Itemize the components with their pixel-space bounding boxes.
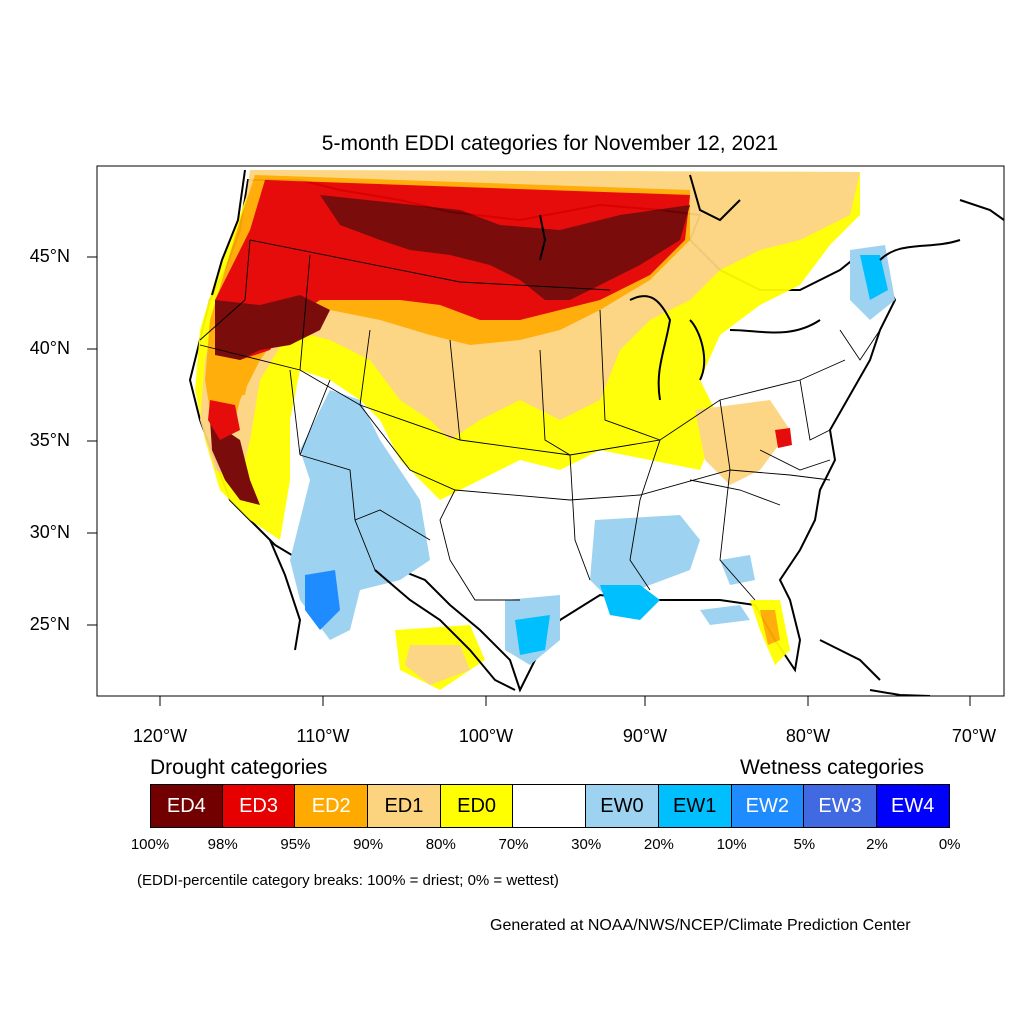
legend-break-label: 90%: [353, 836, 384, 853]
legend-swatch: EW4: [876, 784, 950, 828]
legend-swatch: [513, 784, 587, 828]
legend-swatch: ED0: [440, 784, 514, 828]
legend-color-bar: ED4 ED3 ED2 ED1 ED0 EW0 EW1 EW2 EW3 EW4: [150, 784, 950, 830]
legend-swatch: EW0: [586, 784, 659, 828]
legend-swatch: EW1: [658, 784, 732, 828]
legend-break-label: 95%: [280, 836, 311, 853]
legend-break-label: 100%: [130, 836, 170, 853]
drought-categories-heading: Drought categories: [150, 756, 328, 779]
lon-label-100: 100°W: [458, 726, 514, 746]
breaks-note: (EDDI-percentile category breaks: 100% =…: [137, 872, 559, 889]
legend-swatch: ED2: [295, 784, 369, 828]
lon-ticks: [159, 696, 971, 706]
legend-swatch: EW2: [731, 784, 805, 828]
coastlines: [211, 169, 1004, 696]
map-frame: [96, 165, 1005, 697]
lon-label-120: 120°W: [132, 726, 188, 746]
lat-label-30: 30°N: [29, 522, 70, 542]
credit-line: Generated at NOAA/NWS/NCEP/Climate Predi…: [490, 917, 911, 934]
legend-break-label: 0%: [938, 836, 961, 853]
map-title: 5-month EDDI categories for November 12,…: [321, 132, 779, 155]
lat-label-45: 45°N: [29, 246, 70, 266]
lon-label-110: 110°W: [296, 726, 350, 746]
legend-break-label: 2%: [866, 836, 888, 853]
drought-overlay: [195, 170, 860, 690]
legend-break-label: 10%: [716, 836, 747, 853]
lon-label-70: 70°W: [951, 726, 997, 746]
lat-ticks: [87, 256, 97, 626]
lat-label-35: 35°N: [29, 430, 70, 450]
lon-label-90: 90°W: [622, 726, 668, 746]
legend-swatch: ED3: [222, 784, 296, 828]
legend-break-label: 98%: [207, 836, 238, 853]
legend-break-label: 5%: [793, 836, 816, 853]
legend-break-label: 70%: [498, 836, 529, 853]
legend-break-label: 30%: [571, 836, 602, 853]
legend-swatch: EW3: [804, 784, 877, 828]
legend-swatch: ED4: [150, 784, 223, 828]
legend-break-label: 80%: [425, 836, 456, 853]
wetness-categories-heading: Wetness categories: [740, 756, 925, 779]
legend-break-label: 20%: [643, 836, 674, 853]
wetness-overlay: [290, 245, 895, 665]
lat-label-40: 40°N: [29, 338, 70, 358]
lat-label-25: 25°N: [29, 614, 70, 634]
lon-label-80: 80°W: [785, 726, 831, 746]
state-boundaries: [199, 239, 881, 601]
legend-swatch: ED1: [368, 784, 441, 828]
